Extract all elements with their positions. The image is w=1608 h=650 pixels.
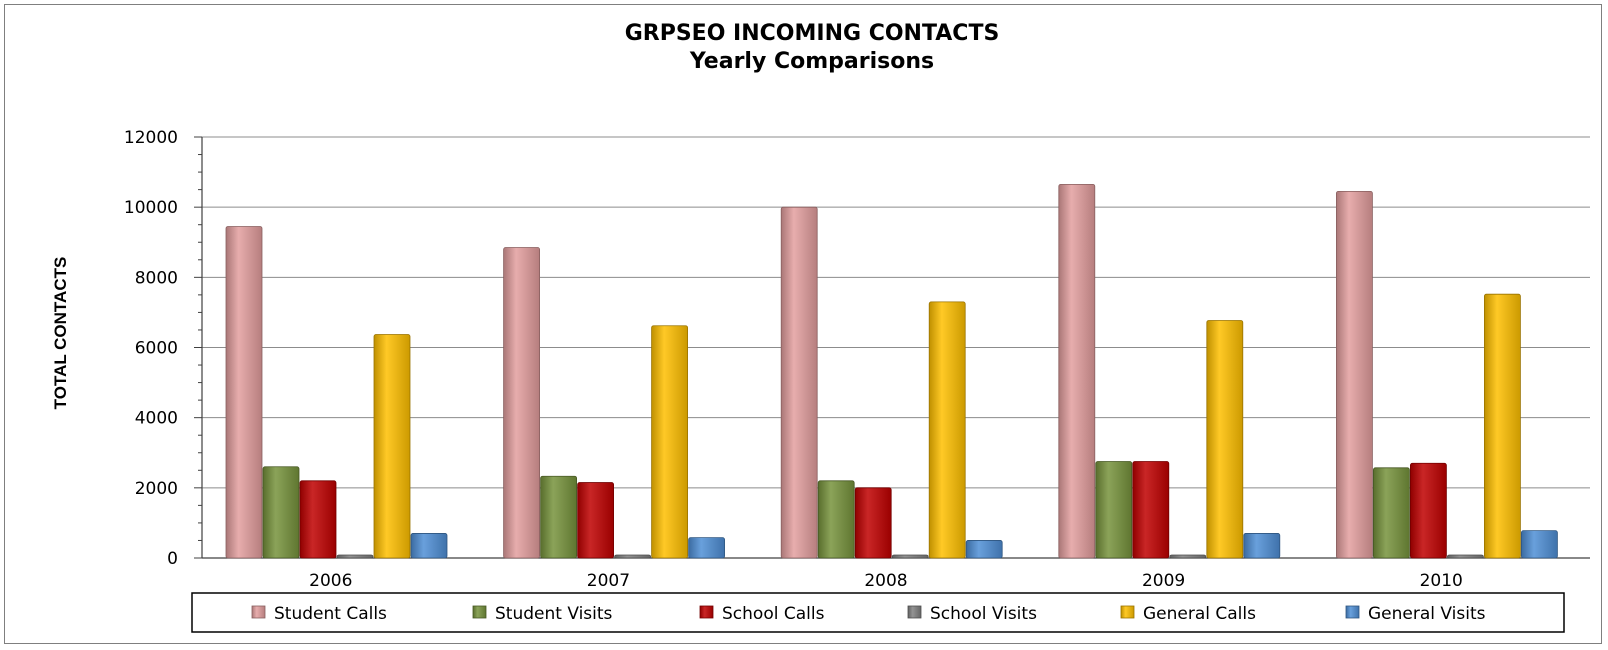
legend-box — [191, 592, 1565, 633]
bars-layer — [225, 183, 1558, 559]
bar-student-calls-2009 — [1058, 183, 1096, 559]
bar-general-visits-2010 — [1521, 530, 1558, 559]
bar-general-calls-2008 — [928, 301, 966, 559]
bar-school-calls-2009 — [1132, 461, 1170, 559]
bar-general-calls-2010 — [1484, 293, 1521, 559]
legend-label-general-calls: General Calls — [1143, 604, 1256, 624]
bar-school-visits-2009 — [1169, 554, 1207, 559]
legend-swatch-general-calls — [1120, 605, 1135, 619]
chart-title: GRPSEO INCOMING CONTACTS — [625, 21, 1000, 46]
x-tick-label-2010: 2010 — [1420, 571, 1463, 591]
legend-swatch-school-calls — [699, 605, 714, 619]
legend-label-school-visits: School Visits — [930, 604, 1037, 624]
bar-general-calls-2007 — [651, 325, 688, 559]
bar-school-calls-2010 — [1410, 462, 1447, 559]
legend-swatch-student-calls — [251, 605, 266, 619]
bar-student-visits-2008 — [817, 480, 855, 559]
bar-general-visits-2006 — [410, 533, 448, 559]
legend-label-general-visits: General Visits — [1368, 604, 1486, 624]
bar-general-calls-2009 — [1206, 320, 1244, 559]
y-tick-label: 6000 — [135, 339, 178, 359]
bar-school-visits-2006 — [336, 554, 374, 559]
bar-school-calls-2008 — [854, 487, 892, 559]
legend-label-student-visits: Student Visits — [495, 604, 613, 624]
y-axis-title: TOTAL CONTACTS — [51, 257, 70, 410]
y-tick-label: 12000 — [124, 128, 178, 148]
bar-school-visits-2008 — [891, 554, 929, 559]
y-tick-label: 10000 — [124, 198, 178, 218]
bar-student-visits-2007 — [540, 475, 577, 559]
bar-general-visits-2009 — [1243, 533, 1281, 559]
x-tick-label-2009: 2009 — [1142, 571, 1185, 591]
y-tick-label: 0 — [167, 549, 178, 569]
bar-student-calls-2007 — [503, 247, 541, 559]
bar-student-visits-2010 — [1373, 467, 1410, 559]
bar-general-visits-2008 — [965, 540, 1003, 559]
y-tick-label: 4000 — [135, 409, 178, 429]
y-tick-label: 8000 — [135, 268, 178, 288]
legend-swatch-student-visits — [472, 605, 487, 619]
bar-school-visits-2007 — [614, 554, 651, 559]
x-tick-label-2007: 2007 — [587, 571, 630, 591]
legend-label-school-calls: School Calls — [722, 604, 825, 624]
x-tick-label-2006: 2006 — [309, 571, 352, 591]
bar-student-calls-2006 — [225, 226, 263, 559]
chart-subtitle: Yearly Comparisons — [689, 49, 934, 74]
legend: Student Calls Student Visits School Calls S… — [191, 592, 1565, 633]
x-tick-labels: 2006 2007 2008 2009 2010 — [309, 571, 1463, 591]
legend-label-student-calls: Student Calls — [274, 604, 387, 624]
bar-school-calls-2007 — [577, 482, 614, 559]
bar-student-calls-2010 — [1336, 190, 1373, 559]
bar-general-calls-2006 — [373, 334, 411, 559]
bar-student-visits-2009 — [1095, 461, 1133, 559]
legend-swatch-general-visits — [1345, 605, 1360, 619]
legend-swatch-school-visits — [907, 605, 922, 619]
bar-general-visits-2007 — [688, 537, 725, 559]
bar-student-calls-2008 — [780, 206, 818, 559]
bar-student-visits-2006 — [262, 466, 300, 559]
bar-school-visits-2010 — [1447, 554, 1484, 559]
x-tick-label-2008: 2008 — [864, 571, 907, 591]
bar-school-calls-2006 — [299, 480, 337, 559]
y-tick-label: 2000 — [135, 479, 178, 499]
